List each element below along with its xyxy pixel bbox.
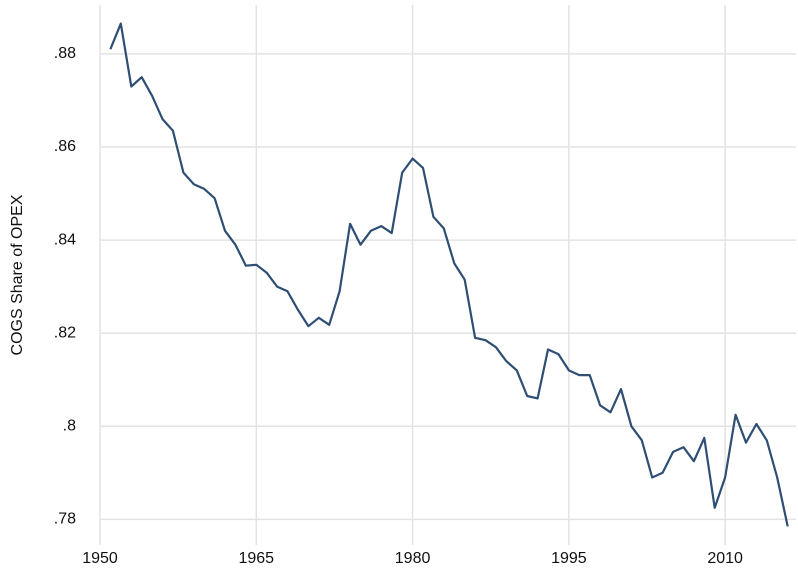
- y-tick-label: .82: [54, 324, 76, 341]
- y-axis-label: COGS Share of OPEX: [9, 194, 26, 355]
- x-tick-label: 2010: [707, 550, 743, 567]
- x-tick-label: 1995: [551, 550, 587, 567]
- x-tick-label: 1980: [395, 550, 431, 567]
- y-tick-label: .8: [63, 418, 76, 435]
- x-tick-label: 1950: [82, 550, 118, 567]
- x-tick-label: 1965: [238, 550, 274, 567]
- y-tick-label: .88: [54, 45, 76, 62]
- y-tick-label: .86: [54, 138, 76, 155]
- y-tick-label: .84: [54, 231, 76, 248]
- data-line: [109, 22, 789, 527]
- y-tick-label: .78: [54, 511, 76, 528]
